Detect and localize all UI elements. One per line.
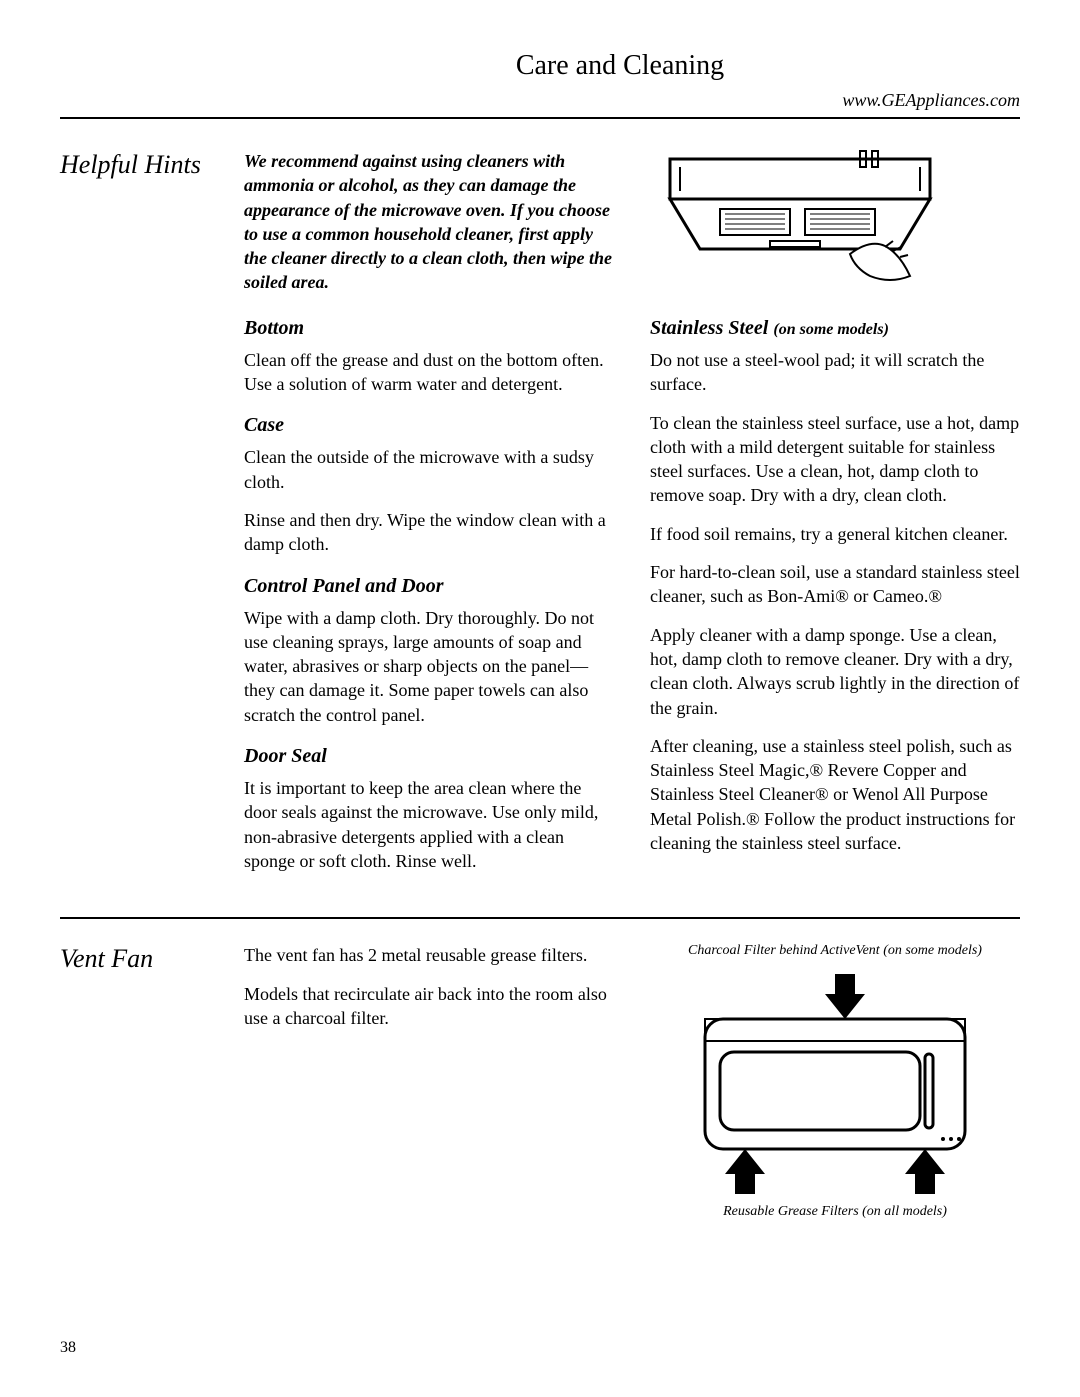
- section-hints: Helpful Hints We recommend against using…: [60, 149, 1020, 887]
- site-url: www.GEAppliances.com: [60, 90, 1020, 111]
- seal-body: It is important to keep the area clean w…: [244, 776, 614, 873]
- stainless-note: (on some models): [773, 321, 889, 338]
- ventfan-col-right: Charcoal Filter behind ActiveVent (on so…: [650, 943, 1020, 1221]
- sidebar-hints-heading: Helpful Hints: [60, 149, 220, 887]
- rule-mid: [60, 917, 1020, 919]
- page-number: 38: [60, 1339, 76, 1357]
- case-p1: Clean the outside of the microwave with …: [244, 445, 614, 494]
- subhead-panel: Control Panel and Door: [244, 573, 614, 600]
- hints-content: We recommend against using cleaners with…: [244, 149, 1020, 887]
- ventfan-content: The vent fan has 2 metal reusable grease…: [244, 943, 1020, 1221]
- page-title: Care and Cleaning: [60, 50, 1020, 82]
- stainless-p6: After cleaning, use a stainless steel po…: [650, 734, 1020, 855]
- subhead-stainless: Stainless Steel (on some models): [650, 315, 1020, 342]
- caption-charcoal-filter: Charcoal Filter behind ActiveVent (on so…: [650, 943, 1020, 960]
- illustration-microwave-front: [685, 964, 985, 1204]
- stainless-p5: Apply cleaner with a damp sponge. Use a …: [650, 623, 1020, 720]
- section-ventfan: Vent Fan The vent fan has 2 metal reusab…: [60, 943, 1020, 1221]
- caption-grease-filters: Reusable Grease Filters (on all models): [650, 1204, 1020, 1221]
- hints-col-left: We recommend against using cleaners with…: [244, 149, 614, 887]
- ventfan-p1: The vent fan has 2 metal reusable grease…: [244, 943, 614, 967]
- stainless-head-text: Stainless Steel: [650, 317, 768, 339]
- hints-col-right: Stainless Steel (on some models) Do not …: [650, 149, 1020, 887]
- subhead-seal: Door Seal: [244, 743, 614, 770]
- subhead-case: Case: [244, 412, 614, 439]
- ventfan-p2: Models that recirculate air back into th…: [244, 982, 614, 1031]
- bottom-body: Clean off the grease and dust on the bot…: [244, 348, 614, 397]
- panel-body: Wipe with a damp cloth. Dry thoroughly. …: [244, 606, 614, 727]
- rule-top: [60, 117, 1020, 119]
- stainless-p4: For hard-to-clean soil, use a standard s…: [650, 560, 1020, 609]
- ventfan-col-left: The vent fan has 2 metal reusable grease…: [244, 943, 614, 1221]
- stainless-p3: If food soil remains, try a general kitc…: [650, 522, 1020, 546]
- illustration-microwave-bottom: [650, 149, 1020, 299]
- stainless-p1: Do not use a steel-wool pad; it will scr…: [650, 348, 1020, 397]
- hints-intro: We recommend against using cleaners with…: [244, 149, 614, 295]
- subhead-bottom: Bottom: [244, 315, 614, 342]
- case-p2: Rinse and then dry. Wipe the window clea…: [244, 508, 614, 557]
- stainless-p2: To clean the stainless steel surface, us…: [650, 411, 1020, 508]
- sidebar-ventfan-heading: Vent Fan: [60, 943, 220, 1221]
